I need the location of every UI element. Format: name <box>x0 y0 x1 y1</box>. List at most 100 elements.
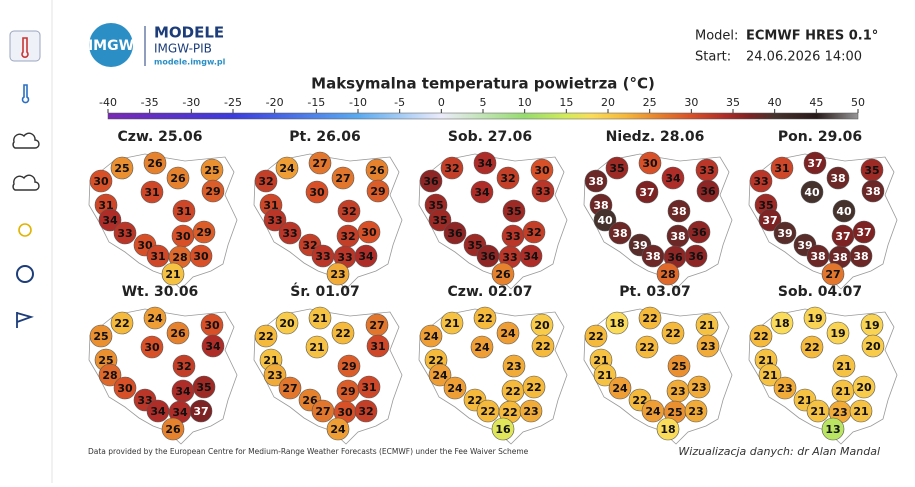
temp-marker <box>531 179 555 203</box>
temp-marker <box>821 262 845 286</box>
temp-marker <box>519 399 543 423</box>
temp-label: 24 <box>432 369 448 382</box>
temp-marker <box>254 324 278 348</box>
temp-marker <box>770 156 794 180</box>
temp-label: 26 <box>170 327 186 340</box>
temp-label: 34 <box>665 172 681 185</box>
temp-marker <box>852 375 876 399</box>
map-title: Wt. 30.06 <box>122 284 199 300</box>
temp-label: 34 <box>172 406 188 419</box>
temp-label: 23 <box>670 385 685 398</box>
temp-label: 22 <box>502 406 517 419</box>
nav-wind[interactable] <box>16 312 34 328</box>
temp-label: 21 <box>810 405 825 418</box>
temp-marker <box>849 399 873 423</box>
temp-marker <box>366 179 390 203</box>
temp-marker <box>684 244 708 268</box>
temp-marker <box>326 417 350 441</box>
map-title: Sob. 04.07 <box>778 284 862 300</box>
map-title: Pon. 29.06 <box>778 129 862 145</box>
temp-marker <box>354 244 378 268</box>
nav-pressure[interactable] <box>16 265 34 283</box>
temp-label: 22 <box>642 312 657 325</box>
temp-marker <box>696 334 720 358</box>
map-title: Pt. 03.07 <box>619 284 690 300</box>
temp-label: 24 <box>447 382 463 395</box>
temp-marker <box>89 324 113 348</box>
temp-marker <box>491 417 515 441</box>
nav-cloud[interactable] <box>12 132 40 149</box>
temp-label: 23 <box>330 268 345 281</box>
colorbar-tick-label: 10 <box>518 96 532 109</box>
temp-label: 37 <box>762 214 777 227</box>
temp-label: 29 <box>205 185 220 198</box>
temp-label: 35 <box>196 381 211 394</box>
temp-label: 20 <box>856 381 872 394</box>
temp-label: 27 <box>369 319 384 332</box>
temp-marker <box>192 220 216 244</box>
temp-label: 27 <box>312 157 327 170</box>
colorbar-tick-label: 40 <box>768 96 782 109</box>
temp-label: 35 <box>609 162 624 175</box>
temp-marker <box>166 321 190 345</box>
temp-label: 33 <box>315 250 330 263</box>
colorbar-tick-label: 15 <box>559 96 573 109</box>
start-label: Start: <box>695 50 731 65</box>
nav-temp[interactable] <box>21 84 30 104</box>
temp-marker <box>308 306 332 330</box>
temp-label: 22 <box>335 327 350 340</box>
temp-label: 21 <box>699 319 714 332</box>
temp-label: 21 <box>165 268 180 281</box>
temp-marker <box>593 363 617 387</box>
temp-marker <box>113 376 137 400</box>
temp-label: 24 <box>147 312 163 325</box>
temp-label: 38 <box>670 230 685 243</box>
temp-marker <box>161 417 185 441</box>
temp-label: 33 <box>699 164 714 177</box>
temp-marker <box>357 375 381 399</box>
temp-marker <box>366 334 390 358</box>
temp-label: 23 <box>777 382 792 395</box>
nav-rain[interactable] <box>12 174 40 191</box>
temp-label: 27 <box>315 405 330 418</box>
temp-label: 24 <box>645 405 661 418</box>
temp-label: 32 <box>526 226 541 239</box>
nav-tmax[interactable] <box>9 30 41 62</box>
temp-label: 30 <box>642 157 658 170</box>
temp-label: 26 <box>495 268 511 281</box>
colorbar-tick-label: -40 <box>99 96 117 109</box>
temp-marker <box>849 244 873 268</box>
temp-marker <box>443 221 467 245</box>
temp-label: 38 <box>810 250 825 263</box>
temp-label: 32 <box>500 172 515 185</box>
temp-label: 34 <box>175 385 191 398</box>
temp-marker <box>605 311 629 335</box>
temp-marker <box>331 166 355 190</box>
temp-marker <box>667 354 691 378</box>
colorbar-tick-label: -5 <box>394 96 405 109</box>
temp-label: 34 <box>205 340 221 353</box>
temp-label: 22 <box>477 312 492 325</box>
temp-label: 26 <box>147 157 163 170</box>
temp-marker <box>443 376 467 400</box>
temp-label: 21 <box>309 341 324 354</box>
temp-label: 33 <box>117 227 132 240</box>
temp-label: 31 <box>361 381 376 394</box>
nav-sun[interactable] <box>18 223 32 237</box>
temp-marker <box>98 363 122 387</box>
temp-marker <box>638 151 662 175</box>
colorbar-tick-label: 30 <box>684 96 698 109</box>
temp-marker <box>584 324 608 348</box>
logo-circle <box>89 23 133 67</box>
temp-label: 22 <box>526 381 541 394</box>
temp-marker <box>172 199 196 223</box>
temp-label: 22 <box>114 317 129 330</box>
temp-label: 23 <box>688 405 703 418</box>
temp-label: 28 <box>660 268 675 281</box>
temp-label: 33 <box>753 175 768 188</box>
temp-marker <box>305 335 329 359</box>
temp-label: 37 <box>856 226 871 239</box>
temp-marker <box>496 166 520 190</box>
temp-label: 30 <box>93 175 109 188</box>
temp-label: 32 <box>444 162 459 175</box>
